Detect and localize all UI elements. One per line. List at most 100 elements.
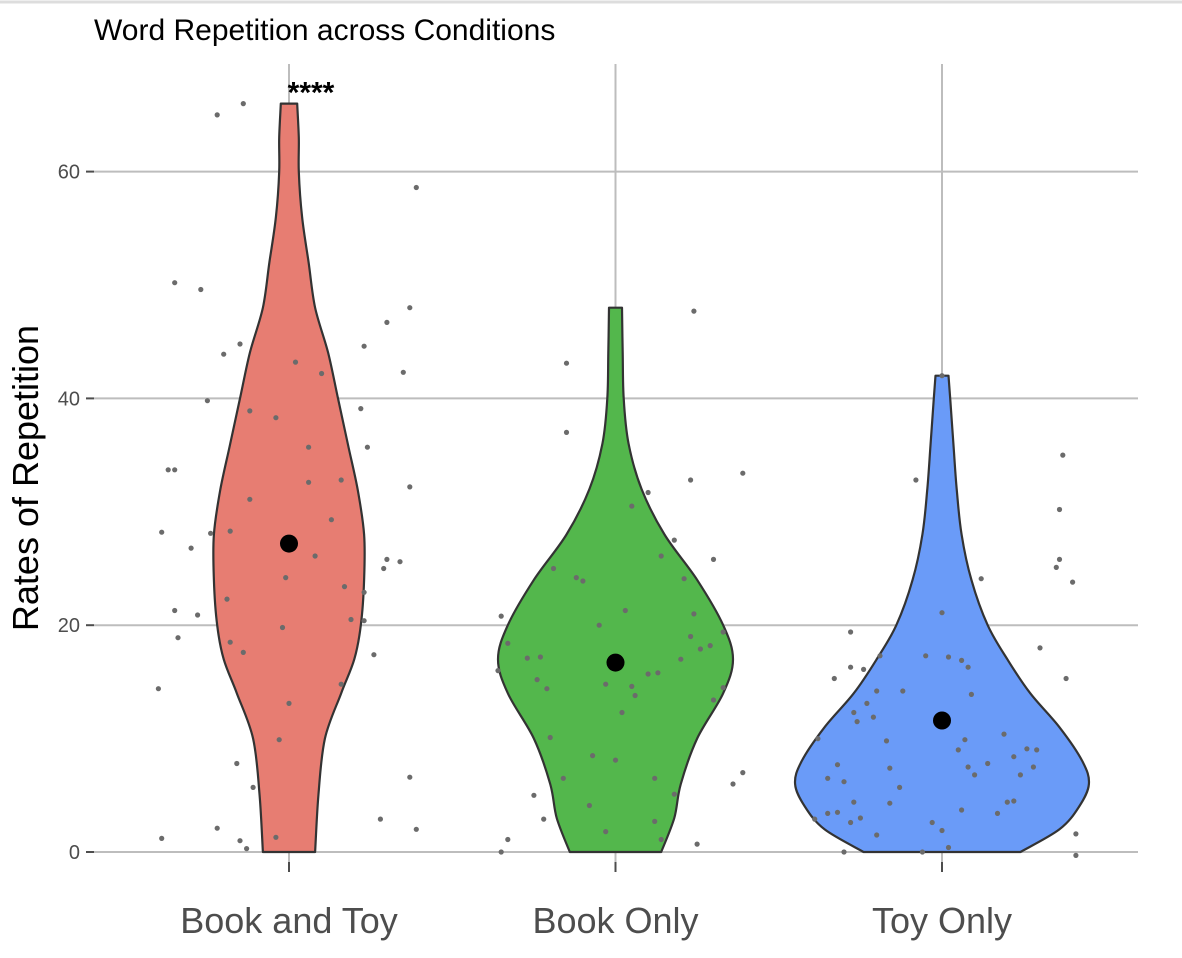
data-point	[283, 575, 289, 581]
data-point	[208, 530, 214, 536]
data-point	[877, 653, 883, 659]
data-point	[328, 517, 334, 523]
data-point	[848, 819, 854, 826]
data-point	[691, 308, 697, 314]
data-point	[573, 575, 579, 581]
mean-point	[606, 653, 625, 672]
data-point	[887, 800, 893, 806]
data-point	[854, 719, 860, 725]
data-point	[250, 784, 256, 791]
data-point	[730, 781, 736, 787]
data-point	[994, 810, 1001, 817]
data-point	[400, 369, 406, 375]
mean-point	[933, 711, 951, 730]
y-tick-label: 20	[58, 615, 80, 637]
data-point	[710, 697, 717, 703]
y-tick-label: 40	[58, 388, 80, 410]
data-point	[237, 341, 243, 347]
data-point	[841, 779, 847, 785]
data-point	[857, 815, 864, 821]
data-point	[312, 553, 318, 559]
data-point	[204, 398, 210, 404]
data-point	[720, 629, 726, 635]
data-point	[968, 691, 975, 698]
data-point	[276, 737, 282, 743]
data-point	[629, 503, 635, 509]
x-axis-ticks: Book and Toy Book Only Toy Only	[180, 862, 1012, 941]
data-point	[812, 816, 818, 822]
data-point	[498, 613, 504, 619]
data-point	[498, 849, 504, 855]
data-point	[240, 649, 246, 656]
data-point	[864, 700, 870, 707]
data-point	[622, 607, 628, 614]
data-point	[678, 656, 684, 662]
data-point	[221, 351, 227, 357]
data-point	[897, 784, 903, 791]
data-point	[652, 818, 658, 825]
data-point	[1017, 772, 1024, 778]
data-point	[381, 565, 387, 572]
data-point	[495, 668, 501, 674]
data-point	[694, 841, 700, 847]
data-point	[671, 791, 677, 797]
y-axis-label: Rates of Repetition	[5, 325, 46, 631]
data-point	[1001, 731, 1007, 737]
data-point	[1011, 798, 1017, 804]
data-point	[279, 624, 286, 631]
data-point	[900, 688, 906, 694]
data-point	[874, 832, 880, 838]
data-point	[214, 112, 220, 118]
x-tick-label: Book and Toy	[180, 900, 398, 941]
data-point	[247, 408, 253, 414]
data-point	[348, 616, 354, 623]
data-point	[234, 760, 240, 767]
data-point	[159, 529, 165, 535]
data-point	[945, 844, 952, 851]
data-point	[198, 286, 204, 293]
data-point	[851, 799, 857, 805]
data-point	[697, 646, 704, 652]
data-point	[652, 775, 658, 781]
data-point	[1053, 564, 1059, 571]
data-point	[364, 444, 370, 450]
data-point	[955, 747, 961, 753]
data-point	[384, 319, 390, 325]
data-point	[972, 772, 978, 778]
data-point	[710, 556, 717, 563]
data-point	[655, 670, 661, 676]
data-point	[632, 692, 638, 699]
data-point	[1004, 799, 1010, 805]
data-point	[913, 477, 919, 483]
data-point	[407, 774, 413, 780]
data-point	[227, 528, 233, 534]
data-point	[580, 578, 586, 584]
data-point	[188, 545, 194, 551]
data-point	[681, 576, 687, 582]
data-point	[870, 714, 877, 720]
data-point	[851, 709, 857, 716]
data-point	[688, 633, 694, 640]
data-point	[1070, 579, 1076, 585]
data-point	[505, 836, 511, 843]
data-point	[1056, 506, 1063, 513]
data-point	[358, 406, 364, 412]
data-point	[384, 556, 390, 563]
data-point	[923, 653, 929, 659]
x-tick-label: Toy Only	[872, 900, 1012, 941]
data-point	[603, 829, 609, 835]
data-point	[586, 802, 593, 809]
data-point	[547, 734, 553, 741]
data-point	[939, 827, 945, 834]
data-point	[815, 736, 821, 742]
data-point	[172, 467, 178, 473]
data-point	[155, 686, 161, 692]
data-point	[175, 635, 181, 641]
data-point	[1060, 452, 1066, 458]
data-point	[361, 589, 367, 595]
data-point	[292, 359, 299, 365]
data-point	[1024, 746, 1030, 752]
data-point	[874, 688, 880, 694]
data-point	[825, 775, 831, 781]
